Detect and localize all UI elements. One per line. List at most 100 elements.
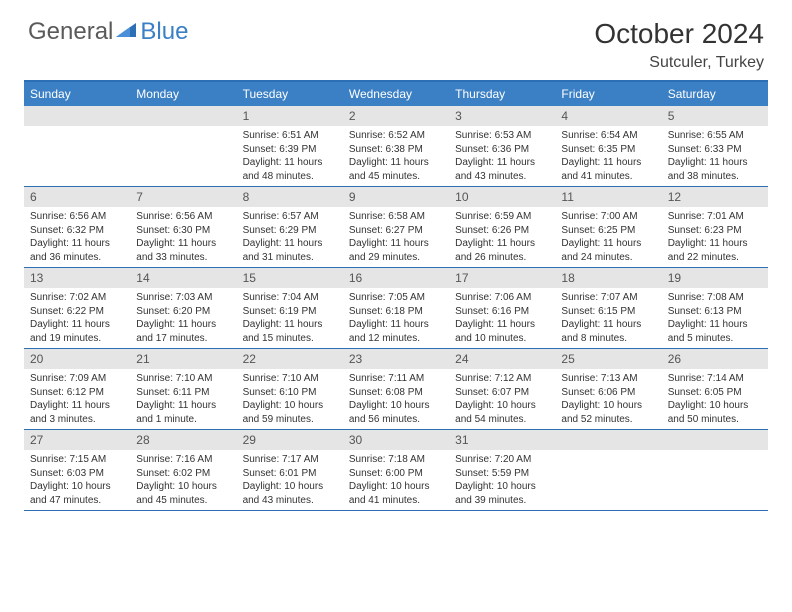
day-cell: 10Sunrise: 6:59 AMSunset: 6:26 PMDayligh… [449, 187, 555, 267]
day-cell [24, 106, 130, 186]
day-number: 12 [662, 187, 768, 207]
day-cell: 7Sunrise: 6:56 AMSunset: 6:30 PMDaylight… [130, 187, 236, 267]
day-header-cell: Friday [555, 82, 661, 106]
day-info: Sunrise: 6:53 AMSunset: 6:36 PMDaylight:… [449, 126, 555, 186]
day-info: Sunrise: 7:04 AMSunset: 6:19 PMDaylight:… [237, 288, 343, 348]
day-cell: 22Sunrise: 7:10 AMSunset: 6:10 PMDayligh… [237, 349, 343, 429]
day-number: 9 [343, 187, 449, 207]
week-row: 27Sunrise: 7:15 AMSunset: 6:03 PMDayligh… [24, 430, 768, 511]
day-number: 21 [130, 349, 236, 369]
day-number: 7 [130, 187, 236, 207]
day-number: 15 [237, 268, 343, 288]
day-number: 29 [237, 430, 343, 450]
day-cell: 24Sunrise: 7:12 AMSunset: 6:07 PMDayligh… [449, 349, 555, 429]
day-cell: 11Sunrise: 7:00 AMSunset: 6:25 PMDayligh… [555, 187, 661, 267]
day-number: 28 [130, 430, 236, 450]
day-header-cell: Saturday [662, 82, 768, 106]
day-number: 3 [449, 106, 555, 126]
day-header-row: SundayMondayTuesdayWednesdayThursdayFrid… [24, 82, 768, 106]
day-info: Sunrise: 7:02 AMSunset: 6:22 PMDaylight:… [24, 288, 130, 348]
day-number: 1 [237, 106, 343, 126]
day-cell: 30Sunrise: 7:18 AMSunset: 6:00 PMDayligh… [343, 430, 449, 510]
day-cell: 2Sunrise: 6:52 AMSunset: 6:38 PMDaylight… [343, 106, 449, 186]
day-number: 23 [343, 349, 449, 369]
day-cell: 29Sunrise: 7:17 AMSunset: 6:01 PMDayligh… [237, 430, 343, 510]
day-cell: 9Sunrise: 6:58 AMSunset: 6:27 PMDaylight… [343, 187, 449, 267]
day-header-cell: Monday [130, 82, 236, 106]
day-number [555, 430, 661, 450]
logo: General Blue [28, 18, 188, 46]
day-cell: 23Sunrise: 7:11 AMSunset: 6:08 PMDayligh… [343, 349, 449, 429]
day-info: Sunrise: 6:54 AMSunset: 6:35 PMDaylight:… [555, 126, 661, 186]
day-number: 22 [237, 349, 343, 369]
title-block: October 2024 Sutculer, Turkey [594, 18, 764, 72]
month-title: October 2024 [594, 18, 764, 50]
day-info: Sunrise: 7:09 AMSunset: 6:12 PMDaylight:… [24, 369, 130, 429]
day-cell: 1Sunrise: 6:51 AMSunset: 6:39 PMDaylight… [237, 106, 343, 186]
day-info: Sunrise: 7:10 AMSunset: 6:10 PMDaylight:… [237, 369, 343, 429]
header: General Blue October 2024 Sutculer, Turk… [0, 0, 792, 80]
logo-text-2: Blue [140, 18, 188, 46]
location: Sutculer, Turkey [594, 54, 764, 72]
day-cell [662, 430, 768, 510]
day-cell: 28Sunrise: 7:16 AMSunset: 6:02 PMDayligh… [130, 430, 236, 510]
day-info: Sunrise: 7:13 AMSunset: 6:06 PMDaylight:… [555, 369, 661, 429]
day-info: Sunrise: 7:06 AMSunset: 6:16 PMDaylight:… [449, 288, 555, 348]
day-cell: 4Sunrise: 6:54 AMSunset: 6:35 PMDaylight… [555, 106, 661, 186]
day-info: Sunrise: 6:57 AMSunset: 6:29 PMDaylight:… [237, 207, 343, 267]
day-cell: 20Sunrise: 7:09 AMSunset: 6:12 PMDayligh… [24, 349, 130, 429]
day-cell: 8Sunrise: 6:57 AMSunset: 6:29 PMDaylight… [237, 187, 343, 267]
day-header-cell: Wednesday [343, 82, 449, 106]
day-info: Sunrise: 7:10 AMSunset: 6:11 PMDaylight:… [130, 369, 236, 429]
day-info: Sunrise: 6:56 AMSunset: 6:30 PMDaylight:… [130, 207, 236, 267]
day-cell: 31Sunrise: 7:20 AMSunset: 5:59 PMDayligh… [449, 430, 555, 510]
day-number: 24 [449, 349, 555, 369]
day-cell: 18Sunrise: 7:07 AMSunset: 6:15 PMDayligh… [555, 268, 661, 348]
day-cell: 15Sunrise: 7:04 AMSunset: 6:19 PMDayligh… [237, 268, 343, 348]
day-header-cell: Thursday [449, 82, 555, 106]
day-number: 8 [237, 187, 343, 207]
day-number [130, 106, 236, 126]
day-info: Sunrise: 7:20 AMSunset: 5:59 PMDaylight:… [449, 450, 555, 510]
logo-triangle-icon [116, 18, 138, 46]
day-info: Sunrise: 6:55 AMSunset: 6:33 PMDaylight:… [662, 126, 768, 186]
day-header-cell: Tuesday [237, 82, 343, 106]
day-number: 14 [130, 268, 236, 288]
day-header-cell: Sunday [24, 82, 130, 106]
day-number [662, 430, 768, 450]
day-cell: 19Sunrise: 7:08 AMSunset: 6:13 PMDayligh… [662, 268, 768, 348]
calendar: SundayMondayTuesdayWednesdayThursdayFrid… [24, 80, 768, 511]
day-info: Sunrise: 7:17 AMSunset: 6:01 PMDaylight:… [237, 450, 343, 510]
logo-text-1: General [28, 18, 113, 46]
day-cell: 27Sunrise: 7:15 AMSunset: 6:03 PMDayligh… [24, 430, 130, 510]
day-cell: 25Sunrise: 7:13 AMSunset: 6:06 PMDayligh… [555, 349, 661, 429]
day-info: Sunrise: 6:52 AMSunset: 6:38 PMDaylight:… [343, 126, 449, 186]
day-cell: 6Sunrise: 6:56 AMSunset: 6:32 PMDaylight… [24, 187, 130, 267]
day-cell [555, 430, 661, 510]
day-number: 20 [24, 349, 130, 369]
day-info: Sunrise: 6:59 AMSunset: 6:26 PMDaylight:… [449, 207, 555, 267]
day-number: 30 [343, 430, 449, 450]
day-info: Sunrise: 6:58 AMSunset: 6:27 PMDaylight:… [343, 207, 449, 267]
day-number: 19 [662, 268, 768, 288]
day-number: 16 [343, 268, 449, 288]
day-cell: 14Sunrise: 7:03 AMSunset: 6:20 PMDayligh… [130, 268, 236, 348]
day-cell [130, 106, 236, 186]
day-cell: 26Sunrise: 7:14 AMSunset: 6:05 PMDayligh… [662, 349, 768, 429]
day-info: Sunrise: 7:08 AMSunset: 6:13 PMDaylight:… [662, 288, 768, 348]
day-info: Sunrise: 7:11 AMSunset: 6:08 PMDaylight:… [343, 369, 449, 429]
day-number: 26 [662, 349, 768, 369]
day-number: 18 [555, 268, 661, 288]
week-row: 6Sunrise: 6:56 AMSunset: 6:32 PMDaylight… [24, 187, 768, 268]
day-number: 2 [343, 106, 449, 126]
day-cell: 5Sunrise: 6:55 AMSunset: 6:33 PMDaylight… [662, 106, 768, 186]
week-row: 20Sunrise: 7:09 AMSunset: 6:12 PMDayligh… [24, 349, 768, 430]
day-info: Sunrise: 7:12 AMSunset: 6:07 PMDaylight:… [449, 369, 555, 429]
day-cell: 13Sunrise: 7:02 AMSunset: 6:22 PMDayligh… [24, 268, 130, 348]
day-info: Sunrise: 7:16 AMSunset: 6:02 PMDaylight:… [130, 450, 236, 510]
day-cell: 16Sunrise: 7:05 AMSunset: 6:18 PMDayligh… [343, 268, 449, 348]
day-number: 13 [24, 268, 130, 288]
weeks-container: 1Sunrise: 6:51 AMSunset: 6:39 PMDaylight… [24, 106, 768, 511]
day-cell: 3Sunrise: 6:53 AMSunset: 6:36 PMDaylight… [449, 106, 555, 186]
day-cell: 17Sunrise: 7:06 AMSunset: 6:16 PMDayligh… [449, 268, 555, 348]
